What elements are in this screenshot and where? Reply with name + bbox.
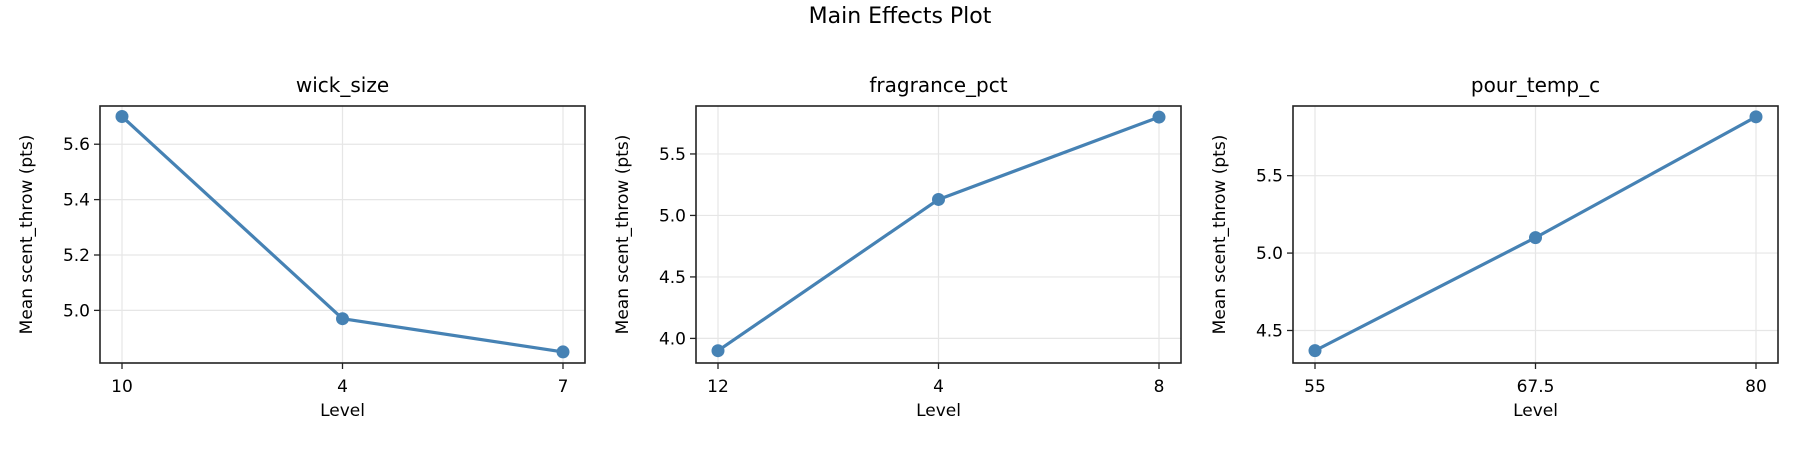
y-tick-label: 4.5: [659, 268, 686, 288]
y-tick-label: 5.5: [659, 145, 686, 165]
y-tick-label: 5.0: [659, 206, 686, 226]
data-point-marker: [932, 192, 945, 206]
x-tick-label: 4: [337, 377, 348, 397]
subplot-fragrance-pct: 12 4 8 4.0 4.5 5.0 5.5 fragrance_pct Level Mean s…: [613, 73, 1182, 421]
grid-lines: [1293, 106, 1778, 363]
x-axis-label: Level: [320, 401, 365, 421]
subplot-title: wick_size: [296, 73, 389, 97]
x-tick-label: 80: [1745, 377, 1767, 397]
x-tick-label: 10: [111, 377, 133, 397]
grid-lines: [696, 106, 1181, 363]
data-point-marker: [336, 312, 349, 326]
y-tick-label: 5.0: [63, 301, 90, 321]
y-tick-label: 5.6: [63, 135, 90, 155]
x-tick-label: 4: [933, 377, 944, 397]
y-tick-label: 5.2: [63, 246, 90, 266]
x-tick-label: 67.5: [1517, 377, 1555, 397]
x-tick-label: 12: [707, 377, 729, 397]
x-tick-label: 8: [1154, 377, 1165, 397]
data-point-marker: [711, 344, 725, 358]
y-tick-label: 5.0: [1256, 244, 1283, 264]
x-tick-label: 7: [558, 377, 569, 397]
y-axis-label: Mean scent_throw (pts): [1210, 135, 1230, 335]
subplot-pour-temp-c: 55 67.5 80 4.5 5.0 5.5 pour_temp_c Level Mean sc…: [1210, 73, 1779, 421]
data-point-marker: [115, 110, 129, 124]
y-axis-label: Mean scent_throw (pts): [17, 135, 37, 335]
data-point-marker: [1152, 110, 1166, 124]
data-point-marker: [1529, 231, 1542, 245]
y-tick-label: 4.5: [1256, 321, 1283, 341]
data-point-marker: [556, 345, 570, 359]
y-axis-label: Mean scent_throw (pts): [613, 135, 633, 335]
y-tick-label: 4.0: [659, 329, 686, 349]
figure-title: Main Effects Plot: [808, 4, 992, 29]
subplot-wick-size: 10 4 7 5.0 5.2 5.4 5.6 wick_size Level Mean scent…: [17, 73, 586, 421]
y-tick-label: 5.5: [1256, 167, 1283, 187]
grid-lines: [100, 106, 585, 363]
y-tick-label: 5.4: [63, 191, 90, 211]
x-axis-label: Level: [916, 401, 961, 421]
subplot-title: fragrance_pct: [869, 73, 1007, 97]
x-axis-label: Level: [1513, 401, 1558, 421]
data-point-marker: [1308, 344, 1322, 358]
x-tick-label: 55: [1304, 377, 1326, 397]
data-point-marker: [1749, 110, 1763, 124]
subplot-title: pour_temp_c: [1471, 73, 1600, 97]
